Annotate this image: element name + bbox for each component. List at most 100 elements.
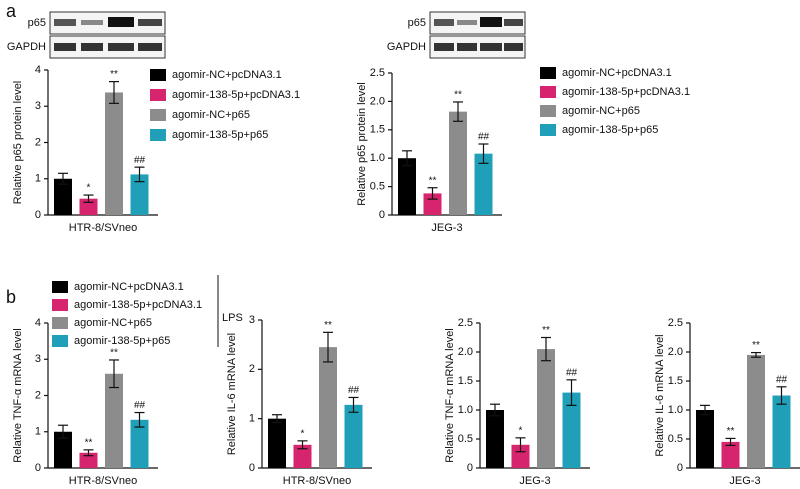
error-bar xyxy=(297,440,308,450)
y-tick-label: 0 xyxy=(379,209,385,221)
y-tick-label: 0.5 xyxy=(458,433,473,445)
y-tick-label: 2.5 xyxy=(370,67,385,79)
error-bar xyxy=(515,437,526,453)
error-bar xyxy=(427,187,438,200)
bar xyxy=(293,444,312,468)
y-tick-label: 3 xyxy=(249,314,255,326)
y-tick-label: 1.0 xyxy=(370,152,385,164)
legend-label: agomir-NC+p65 xyxy=(74,317,152,329)
x-tick-label: HTR-8/SVneo xyxy=(69,475,137,487)
blot-label: GAPDH xyxy=(387,41,426,53)
y-tick-label: 1.5 xyxy=(458,375,473,387)
y-tick-label: 1.5 xyxy=(370,124,385,136)
legend-label: agomir-138-5p+pcDNA3.1 xyxy=(562,86,690,98)
y-tick-label: 0 xyxy=(249,462,255,474)
error-bar xyxy=(134,166,145,183)
legend-swatch xyxy=(150,69,166,81)
legend-swatch xyxy=(52,335,68,347)
error-bar xyxy=(541,336,551,362)
legend-label: agomir-138-5p+p65 xyxy=(172,129,268,141)
error-bar xyxy=(58,172,68,185)
legend-label: agomir-NC+p65 xyxy=(172,109,250,121)
y-tick-label: 0 xyxy=(35,462,41,474)
bar xyxy=(474,153,493,215)
significance-mark: ** xyxy=(454,90,462,101)
y-tick-label: 0 xyxy=(677,462,683,474)
bar xyxy=(537,349,555,468)
error-bar xyxy=(323,331,333,363)
error-bar xyxy=(490,403,500,417)
significance-mark: ** xyxy=(429,175,437,186)
error-bar xyxy=(83,194,94,203)
y-tick-label: 2.5 xyxy=(458,317,473,329)
x-tick-label: HTR-8/SVneo xyxy=(69,222,137,234)
error-bar xyxy=(725,437,736,446)
bar xyxy=(105,373,123,468)
y-axis-label: Relative p65 protein level xyxy=(356,82,368,206)
bar xyxy=(54,431,72,468)
legend-swatch xyxy=(52,317,68,329)
y-tick-label: 1.0 xyxy=(668,404,683,416)
bar xyxy=(562,392,581,468)
y-tick-label: 1 xyxy=(35,173,41,185)
x-tick-label: HTR-8/SVneo xyxy=(283,475,351,487)
legend-label: agomir-NC+pcDNA3.1 xyxy=(172,69,282,81)
y-tick-label: 0 xyxy=(35,209,41,221)
y-axis-label: Relative IL-6 mRNA level xyxy=(226,333,238,455)
error-bar xyxy=(402,150,412,167)
significance-mark: ## xyxy=(566,367,578,378)
significance-mark: ** xyxy=(752,340,760,351)
error-bar xyxy=(109,80,119,104)
x-tick-label: JEG-3 xyxy=(431,222,462,234)
error-bar xyxy=(272,414,282,424)
significance-mark: ## xyxy=(134,400,146,411)
significance-mark: ## xyxy=(478,132,490,143)
legend-swatch xyxy=(150,109,166,121)
blot: p65 GAPDH xyxy=(7,11,166,59)
legend-swatch xyxy=(540,67,556,79)
bar xyxy=(105,92,123,215)
legend-swatch xyxy=(540,86,556,98)
significance-mark: * xyxy=(519,425,523,436)
significance-mark: ** xyxy=(110,69,118,80)
legend-swatch xyxy=(150,89,166,101)
significance-mark: * xyxy=(301,429,305,440)
y-tick-label: 0.5 xyxy=(668,433,683,445)
y-tick-label: 1.5 xyxy=(668,375,683,387)
y-tick-label: 0 xyxy=(467,462,473,474)
blot-label: p65 xyxy=(408,17,426,29)
legend-label: agomir-NC+p65 xyxy=(562,105,640,117)
y-tick-label: 3 xyxy=(35,100,41,112)
error-bar xyxy=(700,404,710,416)
bar xyxy=(696,410,714,468)
y-tick-label: 2 xyxy=(35,389,41,401)
bar xyxy=(721,441,740,468)
bar xyxy=(79,452,98,468)
error-bar xyxy=(478,143,489,164)
y-axis-label: Relative IL-6 mRNA level xyxy=(654,334,666,456)
legend-swatch xyxy=(52,299,68,311)
significance-mark: ## xyxy=(776,374,788,385)
bar xyxy=(747,354,765,468)
significance-mark: ** xyxy=(324,320,332,331)
y-tick-label: 4 xyxy=(35,64,41,76)
y-tick-label: 1.0 xyxy=(458,404,473,416)
legend-swatch xyxy=(540,124,556,136)
legend-swatch xyxy=(540,105,556,117)
legend-label: agomir-138-5p+p65 xyxy=(74,335,170,347)
error-bar xyxy=(776,386,787,405)
legend-swatch xyxy=(52,281,68,293)
bar xyxy=(130,419,149,468)
bar xyxy=(54,178,72,215)
significance-mark: ** xyxy=(85,438,93,449)
x-tick-label: JEG-3 xyxy=(519,475,550,487)
significance-mark: ## xyxy=(348,385,360,396)
error-bar xyxy=(58,424,68,439)
panel-label: a xyxy=(6,1,17,21)
legend-swatch xyxy=(150,129,166,141)
blot: p65 GAPDH xyxy=(387,11,526,59)
error-bar xyxy=(109,359,119,389)
error-bar xyxy=(83,449,94,457)
bar xyxy=(319,347,337,468)
